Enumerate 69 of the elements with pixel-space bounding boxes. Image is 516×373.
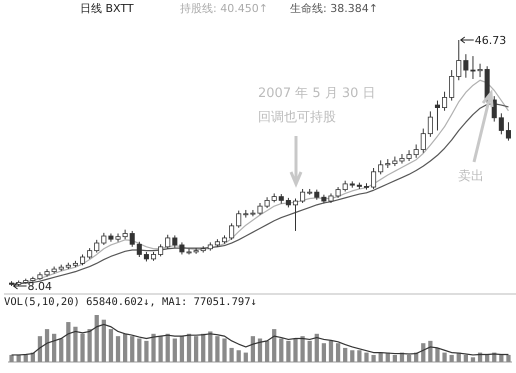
bar: [59, 338, 64, 362]
bar: [44, 329, 50, 362]
bar: [314, 334, 319, 362]
annotation: 回调也可持股: [258, 110, 336, 125]
bar: [194, 336, 198, 362]
bar: [464, 354, 468, 362]
bar: [364, 352, 369, 362]
bar: [130, 336, 134, 362]
bar: [264, 340, 270, 362]
bar: [222, 338, 227, 362]
bar: [137, 338, 142, 362]
bar: [236, 350, 241, 362]
bar: [428, 340, 432, 362]
bar: [450, 354, 454, 362]
bar: [80, 334, 85, 362]
bar: [52, 334, 56, 362]
text: 生命线: 38.384↑: [290, 2, 378, 15]
bar: [293, 338, 298, 362]
bar: [392, 354, 398, 362]
bar: [442, 352, 447, 362]
bar: [208, 331, 212, 362]
bar: [322, 343, 326, 362]
bar: [406, 354, 412, 362]
bar: [279, 338, 284, 362]
bar: [229, 348, 234, 362]
bar: [88, 329, 92, 362]
bar: [357, 350, 362, 362]
annotation: 卖出: [458, 169, 484, 184]
annotation: 8.04: [28, 280, 52, 293]
bar: [158, 336, 163, 362]
bar: [308, 340, 312, 362]
bar: [499, 354, 504, 362]
bar: [215, 336, 220, 362]
chart-title: 日线 BXTT: [80, 2, 134, 15]
bar: [286, 340, 291, 362]
bar: [350, 350, 354, 362]
bar: [108, 329, 114, 362]
bar: [371, 354, 376, 362]
bar: [244, 352, 248, 362]
bar: [24, 354, 28, 362]
bar: [66, 322, 70, 362]
bar: [343, 348, 348, 362]
bar: [144, 340, 149, 362]
annotation: 2007 年 5 月 30 日: [258, 86, 376, 101]
bar: [122, 334, 128, 362]
text: 持股线: 40.450↑: [180, 2, 268, 15]
bar: [116, 336, 120, 362]
bar: [485, 354, 490, 362]
annotation: 46.73: [474, 34, 506, 47]
bar: [16, 354, 21, 362]
bar: [506, 354, 511, 362]
bar: [94, 315, 99, 362]
bar: [421, 343, 426, 362]
bar: [250, 336, 256, 362]
bar: [201, 334, 206, 362]
bar: [102, 320, 106, 362]
chart-title: VOL(5,10,20) 65840.602↓, MA1: 77051.797↓: [4, 296, 257, 308]
bar: [180, 336, 184, 362]
bar: [73, 326, 78, 362]
bar: [272, 329, 276, 362]
bar: [470, 357, 476, 362]
bar: [336, 343, 340, 362]
bar: [166, 334, 170, 362]
bar: [151, 334, 156, 362]
bar: [9, 354, 14, 362]
bar: [378, 352, 383, 362]
bar: [172, 338, 177, 362]
bar: [300, 336, 305, 362]
bar: [328, 340, 334, 362]
